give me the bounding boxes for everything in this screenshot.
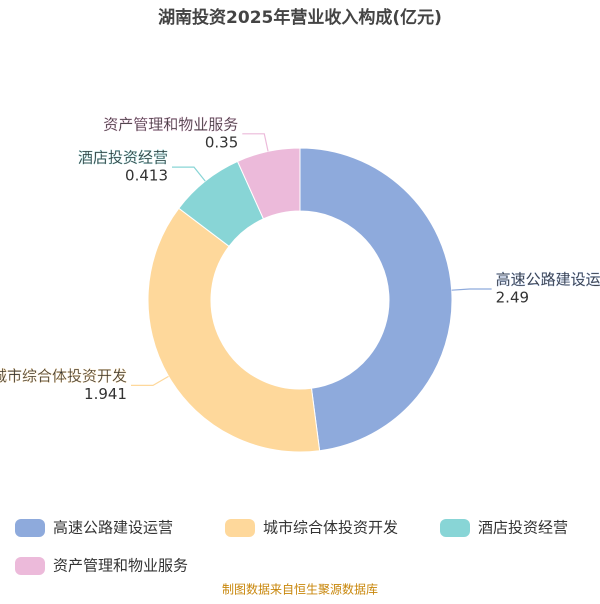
- slice-label: 资产管理和物业服务: [103, 115, 238, 133]
- slice-value: 1.941: [84, 385, 127, 403]
- leader-line: [451, 288, 492, 291]
- source-note: 制图数据来自恒生聚源数据库: [222, 582, 378, 597]
- leader-line: [130, 375, 169, 386]
- slice-value: 0.413: [125, 167, 168, 185]
- slice-label: 城市综合体投资开发: [0, 367, 127, 385]
- leader-line: [242, 133, 269, 152]
- legend-swatch: [15, 557, 45, 575]
- slice-label: 酒店投资经营: [78, 149, 168, 167]
- legend-label: 酒店投资经营: [478, 519, 568, 537]
- chart-title: 湖南投资2025年营业收入构成(亿元): [158, 7, 442, 28]
- legend-swatch: [15, 519, 45, 537]
- slice-value: 0.35: [205, 133, 238, 151]
- leader-line: [172, 166, 206, 182]
- legend-swatch: [440, 519, 470, 537]
- slice-label: 高速公路建设运营: [496, 271, 600, 289]
- donut-slice: [236, 147, 301, 220]
- slice-value: 2.49: [496, 289, 529, 307]
- donut-slice: [299, 147, 453, 452]
- donut-slice: [147, 207, 321, 453]
- legend-label: 资产管理和物业服务: [53, 557, 188, 575]
- legend-label: 城市综合体投资开发: [263, 519, 398, 537]
- legend-swatch: [225, 519, 255, 537]
- legend-label: 高速公路建设运营: [53, 519, 173, 537]
